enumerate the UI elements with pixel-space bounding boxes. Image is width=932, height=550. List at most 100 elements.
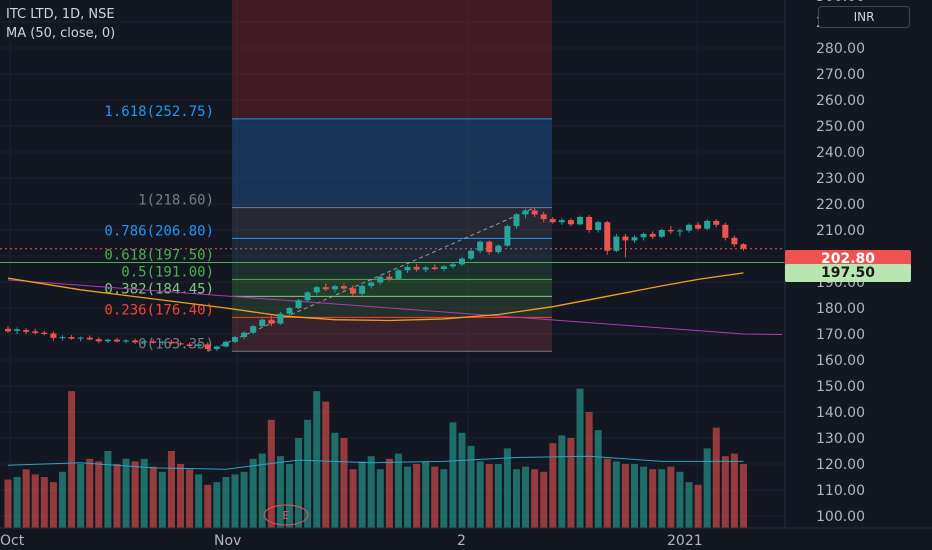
volume-bar — [703, 448, 711, 528]
currency-button[interactable]: INR — [818, 6, 910, 28]
candle — [241, 331, 248, 340]
candle-body — [304, 292, 311, 301]
volume-bar — [222, 477, 230, 528]
price-tick-label: 300.00 — [816, 0, 865, 5]
candle-body — [704, 220, 711, 229]
candle-body — [368, 282, 375, 286]
candle-body — [386, 276, 393, 279]
candle-body — [595, 222, 602, 230]
volume-bar — [558, 435, 566, 528]
volume-bar — [49, 482, 57, 528]
candle — [359, 284, 366, 296]
candle-body — [150, 341, 157, 343]
candle-body — [540, 214, 547, 220]
candle — [422, 265, 429, 273]
volume-bar — [567, 438, 575, 528]
candle — [468, 249, 475, 260]
candle-body — [558, 220, 565, 223]
candle — [322, 283, 329, 292]
candle — [113, 337, 120, 343]
candle-body — [577, 217, 584, 225]
candle — [686, 223, 692, 233]
price-axis: 100.00 110.00 120.00 130.00 140.00 150.00 160.… — [816, 0, 865, 525]
candle-body — [286, 308, 293, 314]
volume-bar — [712, 427, 720, 528]
candle — [613, 233, 620, 253]
fib-level-label: 0.5(191.00) — [121, 264, 214, 280]
candle — [104, 338, 111, 344]
candle-body — [395, 270, 402, 279]
indicator-title: MA (50, close, 0) — [6, 26, 116, 41]
price-tick-label: 250.00 — [816, 119, 865, 135]
time-tick-label: 2021 — [667, 533, 703, 549]
volume-ma-line — [7, 455, 744, 470]
volume-bar — [122, 458, 130, 528]
volume-bar — [667, 466, 675, 528]
fib-band — [232, 118, 552, 208]
candle-body — [50, 333, 57, 338]
candle — [486, 240, 493, 255]
earnings-event-marker: E — [263, 504, 309, 526]
candle — [313, 285, 320, 295]
candle-body — [731, 237, 738, 245]
candle — [495, 244, 502, 254]
volume-bar — [585, 412, 593, 528]
candle-body — [5, 328, 11, 332]
candle — [204, 342, 211, 352]
candle-body — [468, 250, 475, 259]
candle-body — [268, 319, 275, 324]
volume-bar — [549, 443, 557, 528]
candle — [622, 233, 629, 258]
fib-level-label: 0(163.35) — [138, 336, 214, 352]
candle-body — [640, 233, 647, 238]
candle — [32, 328, 39, 335]
volume-bar — [13, 477, 21, 528]
candle-body — [377, 276, 384, 283]
candle — [731, 235, 738, 247]
volume-bar — [503, 448, 511, 528]
volume-bar — [186, 469, 194, 528]
volume-bar — [431, 466, 439, 528]
candle — [250, 324, 257, 334]
volume-bar — [231, 474, 239, 528]
candle — [304, 291, 311, 302]
candle — [386, 272, 393, 281]
candle-body — [631, 237, 638, 241]
candle-body — [676, 230, 683, 232]
candle-body — [422, 267, 429, 270]
candle — [631, 235, 638, 243]
candle-body — [431, 267, 438, 269]
candle-body — [68, 337, 75, 339]
candle — [186, 342, 193, 348]
candle — [77, 336, 84, 342]
time-tick-label: Oct — [0, 533, 25, 549]
candle-body — [23, 330, 30, 332]
candle-body — [350, 288, 357, 294]
fib-band — [232, 262, 552, 280]
candle — [513, 213, 520, 229]
candle — [368, 280, 375, 289]
grid — [0, 0, 785, 528]
volume-bar — [649, 469, 657, 528]
price-tick-label: 210.00 — [816, 223, 865, 239]
volume-bar — [331, 432, 339, 528]
volume-bar — [4, 479, 12, 528]
volume-bar — [458, 432, 466, 528]
fib-band — [232, 296, 552, 318]
volume-bar — [531, 469, 539, 528]
candle-body — [413, 266, 420, 270]
candle-body — [168, 341, 175, 344]
volume-bar — [494, 464, 502, 528]
volume-bar — [58, 471, 66, 528]
candle-body — [340, 286, 347, 289]
fib-band — [232, 317, 552, 352]
candle-body — [622, 236, 629, 241]
candle — [595, 220, 602, 233]
candle — [395, 269, 402, 280]
candle-body — [213, 346, 220, 350]
volume-bar — [413, 464, 421, 528]
candle-body — [14, 329, 21, 331]
fib-level-label: 0.786(206.80) — [104, 223, 214, 239]
price-tick-label: 180.00 — [816, 301, 865, 317]
